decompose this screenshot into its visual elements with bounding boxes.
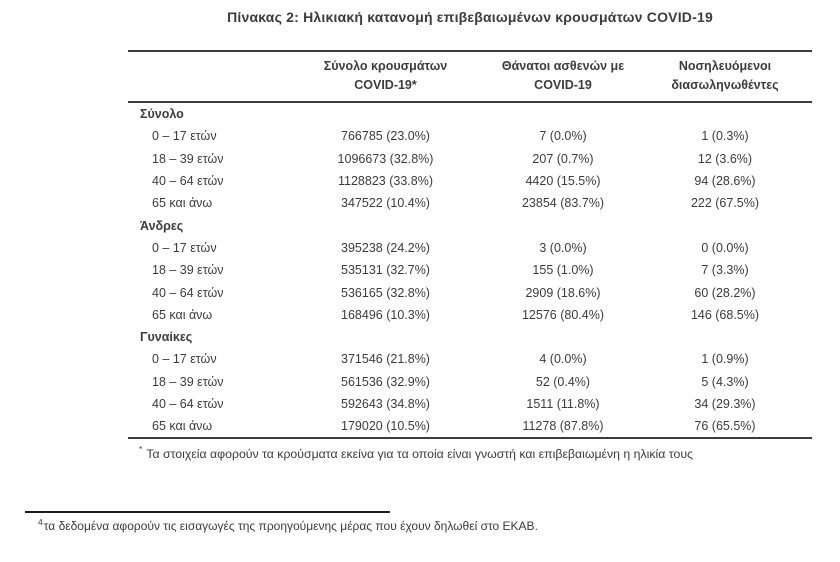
age-label: 18 – 39 ετών [152,151,224,166]
header-total-cases-line2: COVID-19* [354,78,417,92]
cases-cell: 347522 (10.4%) [341,196,430,211]
age-label: 40 – 64 ετών [152,397,224,411]
cases-cell: 766785 (23.0%) [341,129,430,144]
age-label: 18 – 39 ετών [152,374,224,389]
section-header-row: Άνδρες [128,214,812,236]
bottom-footnote-text-wrap: 4τα δεδομένα αφορούν τις εισαγωγές της π… [25,517,815,533]
table-row: 0 – 17 ετών 766785 (23.0%) 7 (0.0%) 1 (0.3%… [128,125,812,147]
cases-cell: 179020 (10.5%) [341,419,430,434]
age-label: 65 και άνω [152,307,213,322]
page-bottom-footnote: 4τα δεδομένα αφορούν τις εισαγωγές της π… [25,511,815,533]
table-row: 18 – 39 ετών 561536 (32.9%) 52 (0.4%) 5 (4.… [128,371,812,393]
cases-cell: 536165 (32.8%) [341,285,430,300]
header-empty-cell [128,51,283,103]
table-row: 18 – 39 ετών 1096673 (32.8%) 207 (0.7%) 12 … [128,148,812,170]
intubated-cell: 0 (0.0%) [701,240,749,255]
intubated-cell: 60 (28.2%) [694,285,756,300]
intubated-cell: 34 (29.3%) [694,397,756,411]
footnote-text: Τα στοιχεία αφορούν τα κρούσματα εκείνα … [146,447,693,462]
intubated-cell: 7 (3.3%) [701,263,749,278]
deaths-cell: 155 (1.0%) [532,263,594,278]
section-header-row: Γυναίκες [128,326,812,348]
intubated-cell: 1 (0.3%) [701,129,749,144]
header-deaths-line1: Θάνατοι ασθενών με [501,59,625,73]
table-row: 0 – 17 ετών 395238 (24.2%) 3 (0.0%) 0 (0.0%… [128,237,812,259]
table-row: 65 και άνω 179020 (10.5%) 11278 (87.8%) 76 … [128,415,812,438]
cases-cell: 561536 (32.9%) [341,374,430,389]
deaths-cell: 1511 (11.8%) [526,397,600,411]
header-intubated-line1: Νοσηλευόμενοι [678,59,772,73]
header-total-cases-line1: Σύνολο κρουσμάτων [323,59,448,73]
footnote-marker: * [139,444,143,455]
intubated-cell: 5 (4.3%) [701,374,749,389]
section-label: Άνδρες [140,218,184,233]
section-label: Γυναίκες [140,330,193,345]
cases-cell: 371546 (21.8%) [341,352,430,367]
intubated-cell: 1 (0.9%) [701,352,749,367]
table-row: 65 και άνω 347522 (10.4%) 23854 (83.7%) 222… [128,192,812,214]
intubated-cell: 222 (67.5%) [690,196,760,211]
deaths-cell: 4 (0.0%) [539,352,587,367]
age-label: 0 – 17 ετών [152,240,217,255]
table-row: 40 – 64 ετών 536165 (32.8%) 2909 (18.6%) 60… [128,281,812,303]
deaths-cell: 23854 (83.7%) [521,196,604,211]
header-deaths-line2: COVID-19 [534,78,592,92]
age-label: 65 και άνω [152,196,213,211]
cases-cell: 395238 (24.2%) [341,240,430,255]
cases-cell: 1096673 (32.8%) [337,151,434,166]
header-row: Σύνολο κρουσμάτων COVID-19* Θάνατοι ασθε… [128,51,812,103]
deaths-cell: 12576 (80.4%) [521,307,604,322]
age-label: 0 – 17 ετών [152,352,217,367]
age-label: 40 – 64 ετών [152,174,224,189]
intubated-cell: 94 (28.6%) [694,174,756,189]
header-deaths: Θάνατοι ασθενών με COVID-19 [488,51,638,103]
section-label: Σύνολο [140,107,184,122]
age-label: 65 και άνω [152,419,213,434]
age-label: 18 – 39 ετών [152,263,224,278]
bottom-footnote-text: τα δεδομένα αφορούν τις εισαγωγές της πρ… [43,519,538,533]
deaths-cell: 11278 (87.8%) [522,419,604,434]
age-label: 40 – 64 ετών [152,285,224,300]
cases-cell: 1128823 (33.8%) [338,174,433,189]
bottom-footnote-marker: 4 [38,517,43,527]
cases-cell: 168496 (10.3%) [341,307,430,322]
deaths-cell: 2909 (18.6%) [525,285,601,300]
table-row: 40 – 64 ετών 1128823 (33.8%) 4420 (15.5%) 9… [128,170,812,192]
footnote-divider [25,511,390,513]
page-title: Πίνακας 2: Ηλικιακή κατανομή επιβεβαιωμέ… [227,9,713,25]
covid-age-distribution-table: Σύνολο κρουσμάτων COVID-19* Θάνατοι ασθε… [128,50,812,461]
deaths-cell: 207 (0.7%) [532,151,594,166]
table-row: 18 – 39 ετών 535131 (32.7%) 155 (1.0%) 7 (3… [128,259,812,281]
cases-cell: 592643 (34.8%) [341,397,430,411]
section-header-row: Σύνολο [128,102,812,125]
table-row: 65 και άνω 168496 (10.3%) 12576 (80.4%) 146… [128,304,812,326]
header-intubated: Νοσηλευόμενοι διασωληνωθέντες [638,51,812,103]
header-intubated-line2: διασωληνωθέντες [671,78,779,92]
cases-cell: 535131 (32.7%) [341,263,430,278]
table-footnote: * Τα στοιχεία αφορούν τα κρούσματα εκείνα… [128,444,812,461]
header-total-cases: Σύνολο κρουσμάτων COVID-19* [283,51,488,103]
age-label: 0 – 17 ετών [152,129,217,144]
intubated-cell: 12 (3.6%) [697,151,753,166]
deaths-cell: 3 (0.0%) [539,240,587,255]
table-row: 40 – 64 ετών 592643 (34.8%) 1511 (11.8%) 34… [128,393,812,415]
deaths-cell: 4420 (15.5%) [525,174,601,189]
table-body: Σύνολο 0 – 17 ετών 766785 (23.0%) 7 (0.0%) 1… [128,102,812,438]
deaths-cell: 52 (0.4%) [535,374,591,389]
deaths-cell: 7 (0.0%) [539,129,587,144]
table-row: 0 – 17 ετών 371546 (21.8%) 4 (0.0%) 1 (0.9%… [128,348,812,370]
intubated-cell: 76 (65.5%) [694,419,756,434]
intubated-cell: 146 (68.5%) [690,307,760,322]
data-table: Σύνολο κρουσμάτων COVID-19* Θάνατοι ασθε… [128,50,812,440]
